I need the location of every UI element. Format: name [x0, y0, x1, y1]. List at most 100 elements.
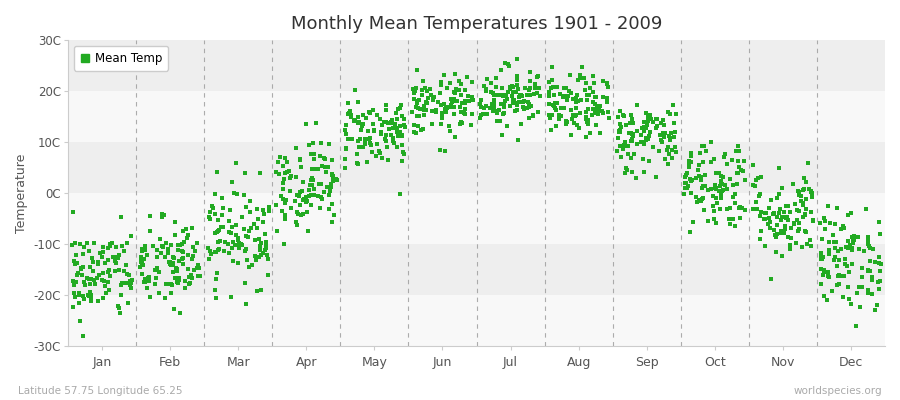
- Point: [477, 82, 491, 89]
- Point: [649, 174, 663, 180]
- Point: [351, 99, 365, 106]
- Point: [546, 84, 561, 90]
- Point: [385, 138, 400, 144]
- Point: [480, 86, 494, 92]
- Point: [857, 248, 871, 254]
- Point: [166, 262, 181, 268]
- Point: [507, 97, 521, 103]
- Point: [736, 158, 751, 164]
- Point: [661, 144, 675, 150]
- Point: [261, 204, 275, 210]
- Point: [398, 124, 412, 130]
- Point: [822, 251, 836, 258]
- Point: [278, 216, 293, 222]
- Point: [641, 114, 655, 121]
- Point: [544, 127, 558, 133]
- Point: [326, 177, 340, 184]
- Point: [306, 140, 320, 146]
- Point: [480, 76, 494, 82]
- Point: [99, 289, 113, 296]
- Point: [324, 183, 338, 190]
- Point: [135, 248, 149, 254]
- Point: [254, 252, 268, 258]
- Point: [542, 79, 556, 85]
- Point: [103, 241, 117, 248]
- Point: [457, 98, 472, 104]
- Point: [861, 287, 876, 294]
- Point: [527, 81, 542, 88]
- Point: [796, 174, 811, 181]
- Point: [646, 144, 661, 150]
- Point: [70, 272, 85, 278]
- Point: [364, 141, 378, 148]
- Point: [302, 187, 316, 193]
- Point: [428, 109, 443, 115]
- Point: [569, 105, 583, 112]
- Point: [522, 104, 536, 110]
- Point: [835, 293, 850, 300]
- Point: [447, 90, 462, 97]
- Point: [629, 174, 643, 181]
- Point: [859, 206, 873, 212]
- Point: [563, 106, 578, 113]
- Point: [379, 107, 393, 114]
- Point: [374, 129, 389, 135]
- Point: [865, 277, 879, 283]
- Point: [783, 242, 797, 248]
- Point: [839, 244, 853, 250]
- Point: [202, 256, 216, 262]
- Point: [443, 127, 457, 134]
- Point: [662, 151, 677, 157]
- Point: [139, 276, 153, 282]
- Point: [519, 105, 534, 111]
- Point: [861, 267, 876, 274]
- Point: [506, 97, 520, 103]
- Point: [526, 113, 540, 119]
- Point: [773, 227, 788, 234]
- Point: [143, 228, 157, 234]
- Point: [625, 138, 639, 144]
- Point: [417, 107, 431, 113]
- Point: [258, 231, 273, 237]
- Point: [497, 110, 511, 116]
- Point: [69, 259, 84, 266]
- Point: [102, 287, 116, 293]
- Point: [248, 256, 263, 263]
- Point: [464, 94, 479, 100]
- Point: [725, 194, 740, 200]
- Point: [456, 110, 471, 117]
- Point: [135, 271, 149, 277]
- Point: [462, 98, 476, 104]
- Point: [171, 280, 185, 286]
- Point: [518, 85, 532, 91]
- Point: [417, 112, 431, 118]
- Point: [176, 254, 190, 261]
- Point: [380, 144, 394, 150]
- Point: [778, 223, 793, 229]
- Point: [348, 87, 363, 93]
- Point: [414, 87, 428, 94]
- Point: [745, 182, 760, 188]
- Point: [300, 199, 314, 206]
- Point: [680, 184, 694, 191]
- Point: [680, 180, 694, 186]
- Point: [770, 194, 784, 201]
- Point: [221, 228, 236, 235]
- Point: [780, 217, 795, 223]
- Point: [749, 177, 763, 183]
- Point: [661, 161, 675, 167]
- Point: [571, 98, 585, 104]
- Bar: [68, 142, 885, 193]
- Point: [278, 154, 293, 161]
- Point: [299, 194, 313, 200]
- Point: [579, 133, 593, 140]
- Point: [393, 129, 408, 135]
- Point: [758, 210, 772, 216]
- Point: [96, 244, 111, 250]
- Point: [176, 228, 191, 234]
- Point: [684, 159, 698, 166]
- Point: [758, 243, 772, 249]
- Point: [678, 174, 692, 180]
- Point: [65, 242, 79, 248]
- Point: [500, 122, 514, 129]
